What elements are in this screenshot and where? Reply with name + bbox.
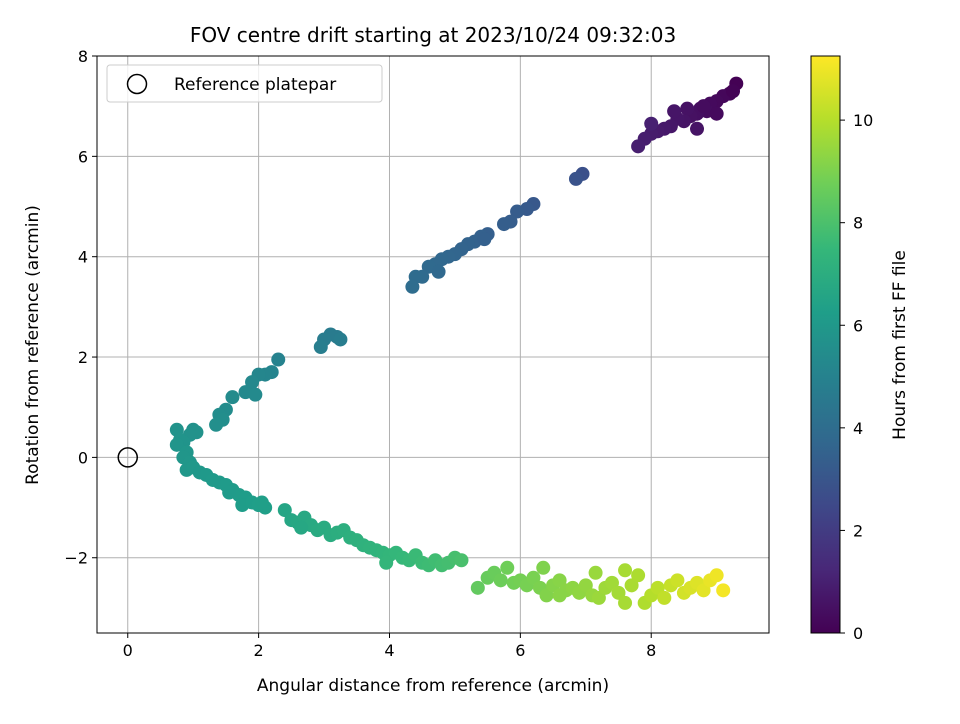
- data-point: [624, 578, 639, 593]
- data-point: [526, 570, 541, 585]
- legend-marker-icon: [126, 73, 148, 95]
- legend: Reference platepar: [106, 64, 383, 103]
- data-point: [568, 171, 583, 186]
- data-point: [690, 121, 705, 136]
- data-point: [222, 485, 237, 500]
- data-point: [470, 580, 485, 595]
- data-point: [225, 390, 240, 405]
- colorbar-ticks: 0 2 4 6 8 10: [840, 111, 873, 643]
- data-point: [496, 217, 511, 232]
- x-tick-label: 6: [515, 641, 525, 660]
- colorbar-tick-label: 8: [853, 214, 863, 233]
- y-tick-label: 4: [78, 248, 88, 267]
- data-point: [591, 590, 606, 605]
- data-point: [552, 588, 567, 603]
- data-point: [716, 583, 731, 598]
- data-point: [631, 568, 646, 583]
- colorbar-label: Hours from first FF file: [890, 250, 910, 440]
- data-point: [477, 232, 492, 247]
- data-point: [667, 104, 682, 119]
- colorbar-tick-label: 6: [853, 316, 863, 335]
- reference-point-marker: [117, 447, 139, 468]
- data-points: [169, 76, 744, 610]
- data-point: [631, 139, 646, 154]
- data-point: [500, 560, 515, 575]
- data-point: [709, 568, 724, 583]
- colorbar: [810, 55, 841, 634]
- y-tick-label: 8: [78, 47, 88, 66]
- data-point: [209, 417, 224, 432]
- x-tick-label: 2: [254, 641, 264, 660]
- y-tick-label: −2: [64, 549, 88, 568]
- data-point: [552, 573, 567, 588]
- data-point: [169, 437, 184, 452]
- data-point: [313, 340, 328, 355]
- x-tick-label: 8: [646, 641, 656, 660]
- x-tick-label: 4: [384, 641, 394, 660]
- x-tick-label: 0: [123, 641, 133, 660]
- data-point: [248, 387, 263, 402]
- legend-label: Reference platepar: [174, 75, 336, 95]
- y-tick-label: 2: [78, 348, 88, 367]
- data-point: [379, 555, 394, 570]
- legend-box: [106, 64, 383, 103]
- data-point: [588, 565, 603, 580]
- data-point: [405, 279, 420, 294]
- data-point: [245, 375, 260, 390]
- data-point: [650, 580, 665, 595]
- data-point: [618, 563, 633, 578]
- y-axis-ticks: −2 0 2 4 6 8: [64, 47, 97, 568]
- x-axis-label: Angular distance from reference (arcmin): [257, 676, 609, 696]
- data-point: [604, 575, 619, 590]
- data-point: [510, 204, 525, 219]
- data-point: [539, 588, 554, 603]
- data-point: [578, 578, 593, 593]
- colorbar-tick-label: 4: [853, 419, 863, 438]
- data-point: [644, 116, 659, 131]
- data-point: [536, 560, 551, 575]
- data-point: [431, 264, 446, 279]
- colorbar-tick-label: 10: [853, 111, 873, 130]
- y-axis-label: Rotation from reference (arcmin): [23, 205, 43, 485]
- y-tick-label: 0: [78, 448, 88, 467]
- data-point: [271, 352, 286, 367]
- data-point: [657, 590, 672, 605]
- colorbar-tick-label: 2: [853, 521, 863, 540]
- x-axis-ticks: 0 2 4 6 8: [123, 633, 656, 660]
- data-point: [611, 585, 626, 600]
- data-point: [493, 573, 508, 588]
- data-point: [254, 495, 269, 510]
- data-point: [709, 106, 724, 121]
- data-point: [618, 595, 633, 610]
- data-point: [696, 99, 711, 114]
- data-point: [333, 332, 348, 347]
- data-point: [680, 101, 695, 116]
- data-point: [277, 503, 292, 518]
- y-tick-label: 6: [78, 147, 88, 166]
- data-point: [696, 583, 711, 598]
- data-point: [670, 573, 685, 588]
- colorbar-tick-label: 0: [853, 624, 863, 643]
- plot-frame: [96, 55, 770, 634]
- data-point: [294, 520, 309, 535]
- data-point: [726, 84, 741, 99]
- chart-title: FOV centre drift starting at 2023/10/24 …: [190, 23, 676, 47]
- data-point: [454, 553, 469, 568]
